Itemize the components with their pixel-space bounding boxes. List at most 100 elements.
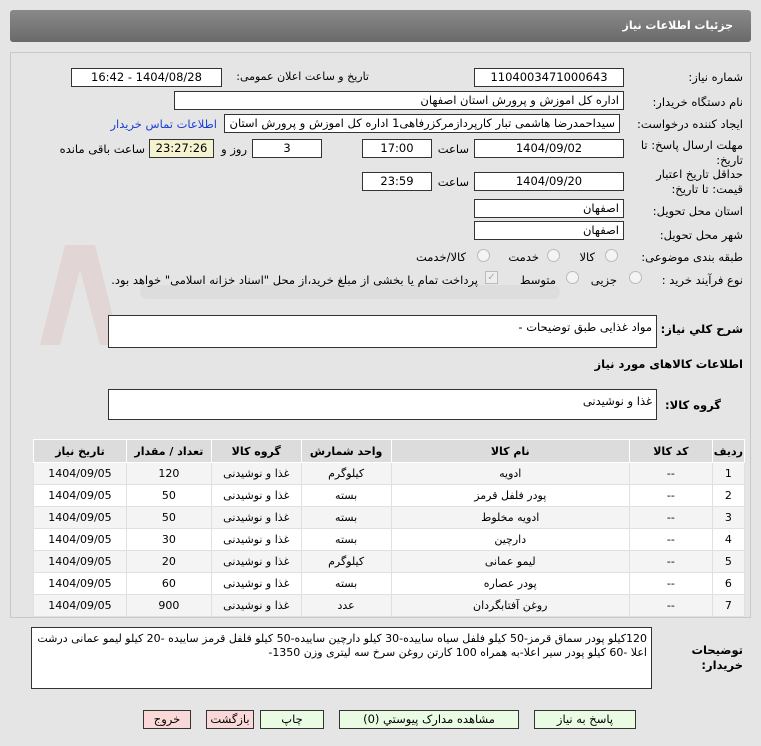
table-cell: غذا و نوشیدنی [210,528,302,551]
table-cell: 1404/09/05 [33,550,127,573]
column-header: ردیف [711,439,746,463]
column-header: نام کالا [390,439,630,463]
reply-button[interactable]: پاسخ به نیاز [534,710,636,729]
table-row[interactable]: 1 -- ادویه کیلوگرم غذا و نوشیدنی 120 1404/09/0… [33,462,746,485]
table-row[interactable]: 4 -- دارچین بسته غذا و نوشیدنی 30 1404/09/05 [33,528,746,551]
province-label: استان محل تحویل: [652,204,743,218]
announce-field: 1404/08/28 - 16:42 [71,68,222,87]
print-button[interactable]: چاپ [260,710,324,729]
table-row[interactable]: 7 -- روغن آفتابگردان عدد غذا و نوشیدنی 900 140… [33,594,746,617]
table-header-row: ردیف کد کالا نام کالا واحد شمارش گروه کالا تع… [33,439,746,463]
validity-time-field: 23:59 [362,172,432,191]
category-option-service: خدمت [508,250,539,264]
table-cell: -- [628,550,713,573]
column-header: تاریخ نیاز [33,439,127,463]
table-cell: 60 [125,572,212,595]
category-radio-goods[interactable] [605,249,618,262]
table-cell: 2 [711,484,746,507]
table-cell: بسته [300,572,392,595]
table-row[interactable]: 6 -- پودر عصاره بسته غذا و نوشیدنی 60 1404/09/… [33,572,746,595]
table-cell: پودر فلفل قرمز [390,484,630,507]
category-label: طبقه بندی موضوعی: [641,250,743,264]
table-cell: -- [628,594,713,617]
validity-date-field: 1404/09/20 [474,172,624,191]
table-cell: ادویه مخلوط [390,506,630,529]
table-cell: عدد [300,594,392,617]
province-field: اصفهان [474,199,624,218]
days-field: 3 [252,139,322,158]
table-cell: 20 [125,550,212,573]
table-cell: پودر عصاره [390,572,630,595]
process-option-minor: جزیی [590,273,617,287]
table-cell: بسته [300,506,392,529]
treasury-checkbox[interactable]: ✓ [485,271,498,284]
process-radio-minor[interactable] [629,271,642,284]
process-option-medium: متوسط [519,273,556,287]
table-cell: 1404/09/05 [33,506,127,529]
exit-button[interactable]: خروج [143,710,191,729]
category-radio-both[interactable] [477,249,490,262]
validity-time-label: ساعت [437,175,469,189]
table-cell: 50 [125,484,212,507]
table-cell: 50 [125,506,212,529]
buyer-contact-link[interactable]: اطلاعات تماس خریدار [110,117,217,131]
back-button[interactable]: بازگشت [206,710,254,729]
table-cell: 120 [125,462,212,485]
table-cell: کیلوگرم [300,550,392,573]
table-cell: -- [628,462,713,485]
table-cell: غذا و نوشیدنی [210,550,302,573]
buyer-org-label: نام دستگاه خریدار: [652,95,743,109]
table-cell: -- [628,572,713,595]
table-cell: کیلوگرم [300,462,392,485]
buyer-notes-field[interactable]: 120کیلو پودر سماق قرمز-50 کیلو فلفل سیاه… [31,627,652,689]
table-cell: 1404/09/05 [33,484,127,507]
remaining-time-field: 23:27:26 [149,139,214,158]
need-number-label: شماره نیاز: [688,70,743,84]
table-cell: 30 [125,528,212,551]
goods-group-field[interactable]: غذا و نوشیدنی [108,389,657,420]
process-radio-medium[interactable] [566,271,579,284]
table-cell: 1404/09/05 [33,594,127,617]
creator-label: ایجاد کننده درخواست: [637,117,743,131]
table-cell: 4 [711,528,746,551]
buyer-org-field: اداره کل اموزش و پرورش استان اصفهان [174,91,624,110]
payment-note: پرداخت تمام یا بخشی از مبلغ خرید،از محل … [111,273,478,287]
category-option-both: کالا/خدمت [415,250,466,264]
table-cell: غذا و نوشیدنی [210,594,302,617]
table-cell: -- [628,506,713,529]
city-field: اصفهان [474,221,624,240]
table-cell: 1404/09/05 [33,528,127,551]
table-cell: 5 [711,550,746,573]
table-cell: بسته [300,484,392,507]
page-header: جزئیات اطلاعات نیاز [10,10,751,42]
category-radio-service[interactable] [547,249,560,262]
days-label: روز و [221,142,247,156]
table-cell: دارچین [390,528,630,551]
column-header: گروه کالا [210,439,302,463]
table-cell: 1 [711,462,746,485]
table-row[interactable]: 2 -- پودر فلفل قرمز بسته غذا و نوشیدنی 50 1404… [33,484,746,507]
table-row[interactable]: 3 -- ادویه مخلوط بسته غذا و نوشیدنی 50 1404/09… [33,506,746,529]
column-header: واحد شمارش [300,439,392,463]
deadline-label: مهلت ارسال پاسخ: تا تاریخ: [640,138,743,167]
attachments-button[interactable]: مشاهده مدارک پیوستي (0) [339,710,519,729]
table-cell: 1404/09/05 [33,462,127,485]
table-cell: 1404/09/05 [33,572,127,595]
goods-info-title: اطلاعات کالاهای مورد نیاز [594,357,743,371]
remaining-label: ساعت باقی مانده [59,142,145,156]
table-cell: 900 [125,594,212,617]
table-cell: 6 [711,572,746,595]
creator-field: سیداحمدرضا هاشمی تبار کارپردازمرکزرفاهی1… [224,114,620,133]
deadline-date-field: 1404/09/02 [474,139,624,158]
table-cell: 3 [711,506,746,529]
column-header: کد کالا [628,439,713,463]
announce-label: تاریخ و ساعت اعلان عمومی: [236,70,369,83]
summary-label: شرح کلي نياز: [660,322,743,336]
buyer-notes-label: توضیحات خریدار: [691,643,744,672]
table-row[interactable]: 5 -- لیمو عمانی کیلوگرم غذا و نوشیدنی 20 1404/… [33,550,746,573]
table-cell: غذا و نوشیدنی [210,484,302,507]
summary-field[interactable]: مواد غذایی طبق توضیحات - [108,315,657,348]
table-cell: 7 [711,594,746,617]
table-cell: روغن آفتابگردان [390,594,630,617]
deadline-time-label: ساعت [437,142,469,156]
